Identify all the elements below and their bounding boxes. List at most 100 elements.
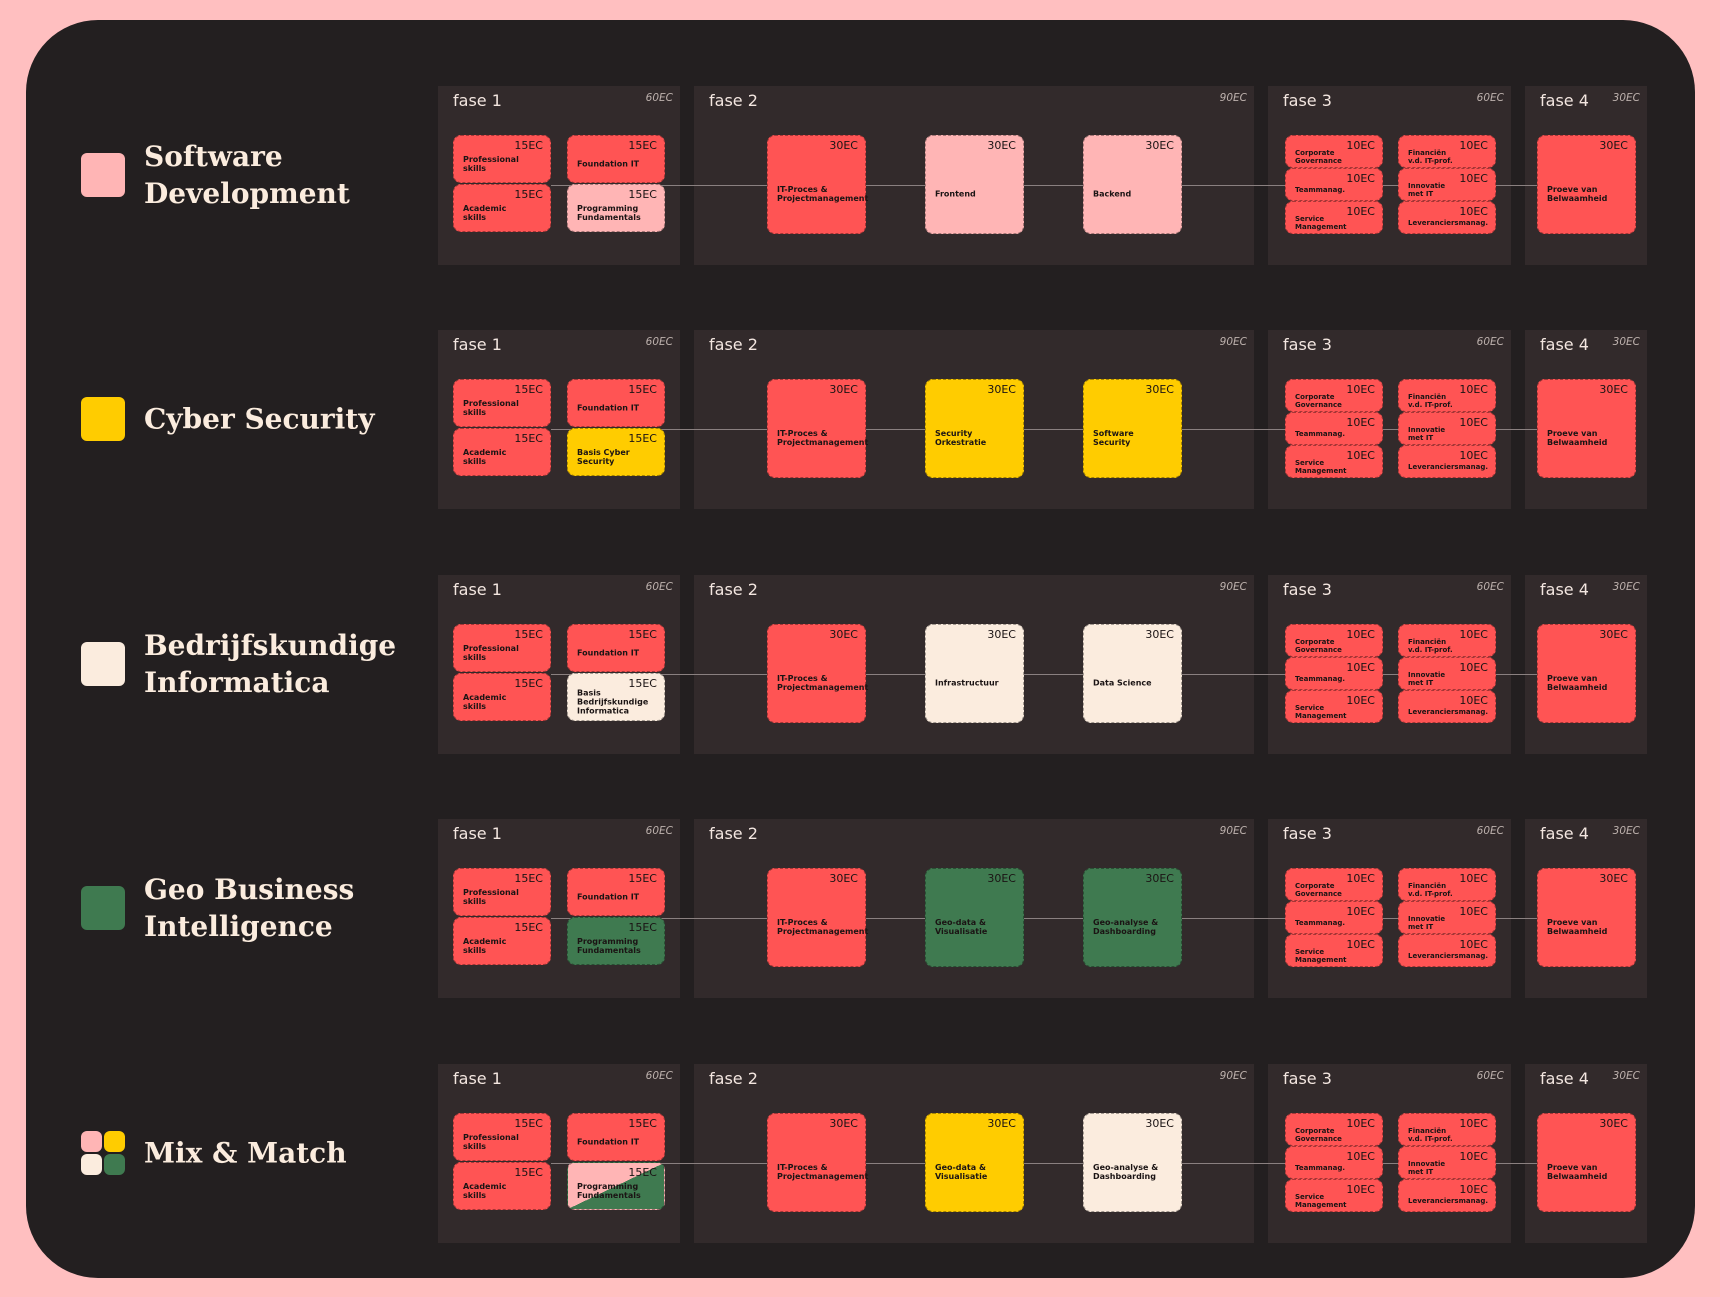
module-ec: 10EC xyxy=(1459,1183,1488,1196)
module-ec: 10EC xyxy=(1459,416,1488,429)
phase-label: fase 2 xyxy=(709,824,758,843)
module: 10EC Financiën v.d. IT-prof. xyxy=(1398,379,1496,412)
module: 30EC Security Orkestratie xyxy=(925,379,1024,478)
module-ec: 10EC xyxy=(1346,905,1375,918)
phase-label: fase 3 xyxy=(1283,335,1332,354)
module-ec: 10EC xyxy=(1346,872,1375,885)
phase-ec: 30EC xyxy=(1612,581,1640,593)
module-name: Geo-analyse & Dashboarding xyxy=(1093,918,1159,937)
module: 15EC Professional skills xyxy=(453,1113,551,1161)
module-name: Service Management xyxy=(1295,704,1347,721)
module: 15EC Academic skills xyxy=(453,917,551,965)
icon-square xyxy=(104,1154,125,1175)
module: 10EC Innovatie met IT xyxy=(1398,901,1496,934)
module: 15EC Professional skills xyxy=(453,379,551,427)
module-name: Innovatie met IT xyxy=(1408,426,1446,443)
module-ec: 10EC xyxy=(1346,694,1375,707)
module: 10EC Innovatie met IT xyxy=(1398,168,1496,201)
module-name: Proeve van Belwaamheid xyxy=(1547,1163,1608,1182)
module: 30EC IT-Proces & Projectmanagement xyxy=(767,868,869,967)
phase-label: fase 3 xyxy=(1283,824,1332,843)
module-ec: 15EC xyxy=(628,872,657,885)
module-name: Frontend xyxy=(935,189,976,199)
module: 10EC Teammanag. xyxy=(1285,412,1383,445)
module: 30EC Geo-data & Visualisatie xyxy=(925,1113,1024,1212)
module: 30EC Proeve van Belwaamheid xyxy=(1537,1113,1636,1212)
connector xyxy=(551,185,1537,186)
module-name: Data Science xyxy=(1093,678,1152,688)
module: 10EC Service Management xyxy=(1285,445,1383,478)
module-ec: 15EC xyxy=(628,383,657,396)
module-name: Academic skills xyxy=(463,936,507,955)
module-ec: 10EC xyxy=(1459,139,1488,152)
phase-label: fase 3 xyxy=(1283,91,1332,110)
module-ec: 10EC xyxy=(1459,172,1488,185)
module-ec: 10EC xyxy=(1459,872,1488,885)
module: 10EC Leveranciersmanag. xyxy=(1398,934,1496,967)
module: 30EC Proeve van Belwaamheid xyxy=(1537,135,1636,234)
panel: Software Development fase 1 60EC fase 2 90EC… xyxy=(26,20,1695,1278)
module-name: Financiën v.d. IT-prof. xyxy=(1408,1127,1453,1144)
phase-ec: 90EC xyxy=(1219,92,1247,104)
module: 15EC Foundation IT xyxy=(567,135,665,183)
module: 30EC Geo-data & Visualisatie xyxy=(925,868,1024,967)
module: 30EC Geo-analyse & Dashboarding xyxy=(1083,1113,1182,1212)
module: 30EC Software Security xyxy=(1083,379,1182,478)
module-name: Innovatie met IT xyxy=(1408,915,1446,932)
module-name: Financiën v.d. IT-prof. xyxy=(1408,393,1453,410)
module-name: Service Management xyxy=(1295,215,1347,232)
module: 10EC Service Management xyxy=(1285,934,1383,967)
module: 15EC Academic skills xyxy=(453,1162,551,1210)
module-name: Teammanag. xyxy=(1295,430,1346,439)
module-ec: 10EC xyxy=(1459,1150,1488,1163)
module-ec: 10EC xyxy=(1346,1150,1375,1163)
connector xyxy=(551,674,1537,675)
module-name: IT-Proces & Projectmanagement xyxy=(777,185,869,204)
phase-ec: 30EC xyxy=(1612,92,1640,104)
module-name: Innovatie met IT xyxy=(1408,1160,1446,1177)
connector xyxy=(551,429,1537,430)
module-ec: 30EC xyxy=(829,383,858,396)
phase-ec: 30EC xyxy=(1612,825,1640,837)
module-ec: 15EC xyxy=(514,921,543,934)
module-name: Academic skills xyxy=(463,1181,507,1200)
module-name: IT-Proces & Projectmanagement xyxy=(777,918,869,937)
track-title: Geo Business Intelligence xyxy=(144,873,355,943)
module: 10EC Teammanag. xyxy=(1285,657,1383,690)
module-ec: 15EC xyxy=(628,188,657,201)
module: 15EC Professional skills xyxy=(453,624,551,672)
module-name: Service Management xyxy=(1295,1193,1347,1210)
module-ec: 15EC xyxy=(628,432,657,445)
module: 15EC Foundation IT xyxy=(567,624,665,672)
phase-label: fase 4 xyxy=(1540,91,1589,110)
module-ec: 30EC xyxy=(1145,628,1174,641)
module: 10EC Innovatie met IT xyxy=(1398,657,1496,690)
module-ec: 10EC xyxy=(1346,449,1375,462)
module: 30EC Backend xyxy=(1083,135,1182,234)
module: 15EC Academic skills xyxy=(453,673,551,721)
module-name: Basis Cyber Security xyxy=(577,447,630,466)
track-title: Bedrijfskundige Informatica xyxy=(144,629,397,699)
module-name: Foundation IT xyxy=(577,1137,640,1147)
module-ec: 15EC xyxy=(514,677,543,690)
module-ec: 30EC xyxy=(987,139,1016,152)
module-ec: 10EC xyxy=(1346,938,1375,951)
module-name: Corporate Governance xyxy=(1295,393,1342,410)
module-ec: 10EC xyxy=(1346,139,1375,152)
module-name: Innovatie met IT xyxy=(1408,671,1446,688)
module-ec: 10EC xyxy=(1459,905,1488,918)
module-name: Programming Fundamentals xyxy=(577,1181,641,1200)
module-ec: 10EC xyxy=(1346,661,1375,674)
module: 10EC Leveranciersmanag. xyxy=(1398,445,1496,478)
icon-square xyxy=(104,1131,125,1152)
module: 15EC Basis Cyber Security xyxy=(567,428,665,476)
module-ec: 15EC xyxy=(514,188,543,201)
module-name: Programming Fundamentals xyxy=(577,203,641,222)
module-name: Foundation IT xyxy=(577,892,640,902)
module-name: Teammanag. xyxy=(1295,919,1346,928)
phase-label: fase 4 xyxy=(1540,1069,1589,1088)
module-ec: 30EC xyxy=(1599,872,1628,885)
module: 10EC Financiën v.d. IT-prof. xyxy=(1398,135,1496,168)
module-ec: 10EC xyxy=(1346,172,1375,185)
